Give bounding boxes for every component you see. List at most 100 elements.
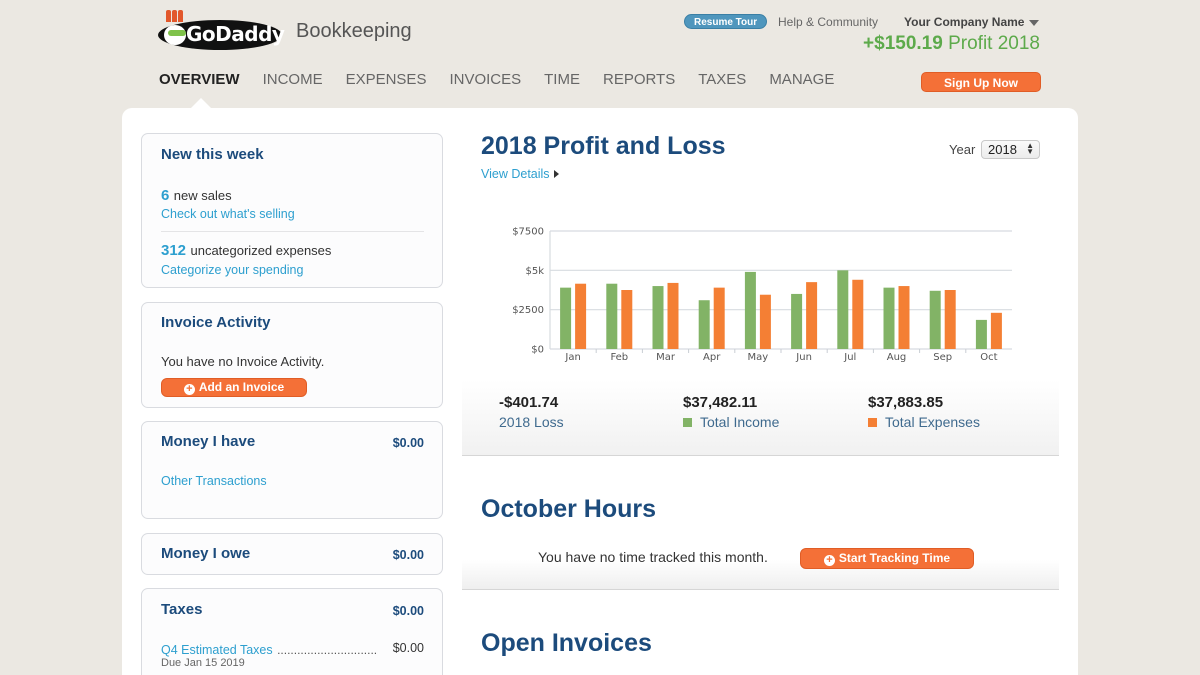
expenses-bar[interactable] <box>713 287 725 349</box>
money-i-owe-card[interactable]: Money I owe $0.00 <box>141 533 443 575</box>
main-nav: OVERVIEW INCOME EXPENSES INVOICES TIME R… <box>159 71 857 88</box>
income-bar[interactable] <box>744 271 756 349</box>
nav-expenses[interactable]: EXPENSES <box>345 71 427 88</box>
nav-time[interactable]: TIME <box>544 71 580 88</box>
help-community-link[interactable]: Help & Community <box>778 15 879 29</box>
x-tick-label: Jan <box>564 352 580 363</box>
x-tick-label: May <box>748 352 769 363</box>
money-i-have-card: Money I have $0.00 Other Transactions <box>141 421 443 519</box>
triangle-right-icon <box>553 170 559 178</box>
y-tick-label: $0 <box>531 345 544 356</box>
no-time-message: You have no time tracked this month. <box>538 549 768 565</box>
tax-item-amount: $0.00 <box>389 641 424 655</box>
check-out-selling-link[interactable]: Check out what's selling <box>161 207 295 221</box>
loss-summary: -$401.74 2018 Loss <box>499 394 564 430</box>
expenses-bar[interactable] <box>667 282 679 349</box>
income-bar[interactable] <box>698 300 710 349</box>
card-title: Money I owe <box>161 545 251 562</box>
logo-hair-icon <box>166 10 188 24</box>
add-invoice-button[interactable]: + Add an Invoice <box>161 378 307 397</box>
expenses-bar[interactable] <box>575 283 587 349</box>
company-name: Your Company Name <box>904 15 1025 29</box>
y-tick-label: $7500 <box>512 227 544 238</box>
sign-up-button[interactable]: Sign Up Now <box>921 72 1041 92</box>
view-details-link[interactable]: View Details <box>481 167 559 181</box>
invoice-activity-card: Invoice Activity You have no Invoice Act… <box>141 302 443 408</box>
new-this-week-card: New this week 6 new sales Check out what… <box>141 133 443 288</box>
income-bar[interactable] <box>883 287 895 349</box>
x-tick-label: Jul <box>843 352 856 363</box>
october-hours-title: October Hours <box>481 495 657 523</box>
new-sales-count: 6 <box>161 187 170 204</box>
expenses-bar[interactable] <box>990 312 1002 349</box>
expenses-bar[interactable] <box>759 294 771 349</box>
expenses-label: Total Expenses <box>885 414 980 430</box>
nav-invoices[interactable]: INVOICES <box>449 71 522 88</box>
expenses-bar[interactable] <box>944 290 956 349</box>
profit-loss-bar-chart: $0 $2500 $5k $7500 Jan Feb Mar Apr May Jun Jul Aug S… <box>512 227 1012 363</box>
plus-circle-icon: + <box>823 555 835 566</box>
company-menu[interactable]: Your Company Name <box>904 15 1040 29</box>
nav-taxes[interactable]: TAXES <box>698 71 747 88</box>
card-title: Taxes <box>161 601 203 618</box>
money-have-amount: $0.00 <box>392 436 424 450</box>
divider <box>161 231 424 232</box>
expenses-bar[interactable] <box>898 286 910 349</box>
income-bar[interactable] <box>975 319 987 349</box>
active-tab-pointer <box>190 98 212 109</box>
expenses-bar[interactable] <box>852 279 864 349</box>
year-select[interactable]: 2018 ▲ ▼ <box>981 140 1040 159</box>
caret-down-icon <box>1029 19 1040 26</box>
card-title: Money I have <box>161 433 256 450</box>
uncategorized-count: 312 <box>161 242 187 259</box>
income-bar[interactable] <box>560 287 572 349</box>
expenses-summary: $37,883.85 Total Expenses <box>868 394 980 430</box>
other-transactions-link[interactable]: Other Transactions <box>161 474 267 488</box>
nav-overview[interactable]: OVERVIEW <box>159 71 240 88</box>
income-summary: $37,482.11 Total Income <box>683 394 779 430</box>
loss-label: 2018 Loss <box>499 414 564 430</box>
app-name: Bookkeeping <box>296 20 412 42</box>
taxes-card: Taxes $0.00 Q4 Estimated Taxes .........… <box>141 588 443 675</box>
expenses-bar[interactable] <box>621 290 633 349</box>
year-label: Year <box>949 142 976 157</box>
expenses-value: $37,883.85 <box>868 394 944 411</box>
godaddy-logo[interactable]: GoDaddy <box>158 10 285 50</box>
income-legend-icon <box>683 418 692 427</box>
start-tracking-time-button[interactable]: + Start Tracking Time <box>800 548 974 569</box>
profit-summary: +$150.19 Profit 2018 <box>863 33 1040 55</box>
income-value: $37,482.11 <box>683 394 758 411</box>
x-tick-label: Oct <box>980 352 997 363</box>
header: GoDaddy Bookkeeping Resume Tour Help & C… <box>0 0 1200 108</box>
expenses-bar[interactable] <box>806 282 818 349</box>
money-owe-amount: $0.00 <box>392 548 424 562</box>
y-tick-label: $2500 <box>512 305 544 316</box>
open-invoices-title: Open Invoices <box>481 629 652 657</box>
resume-tour-button[interactable]: Resume Tour <box>684 14 768 29</box>
logo-text: GoDaddy <box>186 22 285 46</box>
leader-dots: .............................. <box>277 643 378 657</box>
updown-arrows-icon: ▲ ▼ <box>1026 141 1034 156</box>
income-bar[interactable] <box>791 293 803 349</box>
taxes-amount: $0.00 <box>392 604 424 618</box>
x-tick-label: Feb <box>610 352 628 363</box>
income-bar[interactable] <box>606 283 618 349</box>
nav-income[interactable]: INCOME <box>262 71 323 88</box>
income-label: Total Income <box>700 414 780 430</box>
x-tick-label: Jun <box>795 352 812 363</box>
income-bar[interactable] <box>929 290 941 349</box>
income-bar[interactable] <box>652 286 664 349</box>
tax-due-date: Due Jan 15 2019 <box>161 657 245 669</box>
categorize-spending-link[interactable]: Categorize your spending <box>161 263 304 277</box>
uncategorized-text: uncategorized expenses <box>190 243 332 258</box>
income-bar[interactable] <box>837 270 849 349</box>
q4-estimated-taxes-link[interactable]: Q4 Estimated Taxes <box>161 643 273 657</box>
nav-reports[interactable]: REPORTS <box>602 71 676 88</box>
expenses-legend-icon <box>868 418 877 427</box>
nav-manage[interactable]: MANAGE <box>769 71 835 88</box>
profit-label: Profit 2018 <box>948 33 1040 54</box>
card-title: New this week <box>161 146 264 163</box>
new-sales-text: new sales <box>173 188 232 203</box>
x-tick-label: Apr <box>703 352 721 363</box>
invoice-activity-message: You have no Invoice Activity. <box>161 354 325 369</box>
